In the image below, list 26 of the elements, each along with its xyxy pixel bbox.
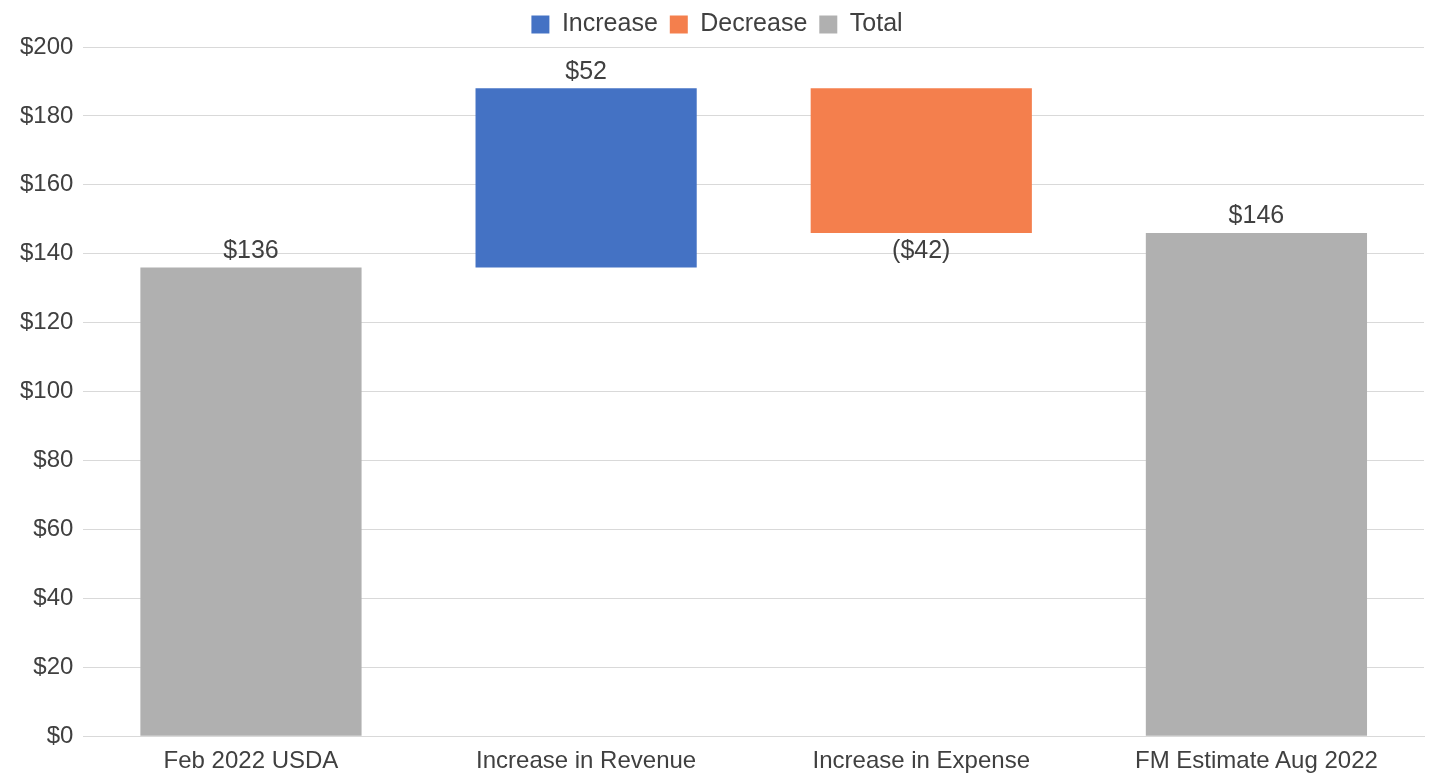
bar [475,88,697,268]
bar [810,88,1032,234]
data-label: ($42) [892,235,951,264]
y-tick-label: $0 [46,720,74,748]
x-tick-label: Increase in Revenue [476,746,697,774]
y-tick-label: $140 [20,238,74,266]
bar [1145,233,1368,736]
x-tick-label: Increase in Expense [812,746,1031,774]
y-tick-label: $60 [33,514,74,542]
y-tick-label: $160 [20,169,74,197]
y-tick-label: $80 [33,445,74,473]
data-label: $136 [223,234,279,263]
y-tick-label: $100 [20,376,74,404]
y-tick-label: $200 [20,31,74,59]
data-label: $146 [1228,200,1285,229]
legend-label: Increase [561,8,658,37]
y-tick-label: $20 [33,651,74,679]
legend-label: Decrease [700,8,808,37]
y-tick-label: $120 [20,307,74,335]
legend-label: Total [849,8,903,37]
x-tick-label: FM Estimate Aug 2022 [1135,746,1378,774]
bar [140,267,362,736]
y-tick-label: $40 [33,582,74,610]
y-tick-label: $180 [20,100,74,128]
data-label: $52 [565,55,607,84]
x-tick-label: Feb 2022 USDA [163,746,339,774]
